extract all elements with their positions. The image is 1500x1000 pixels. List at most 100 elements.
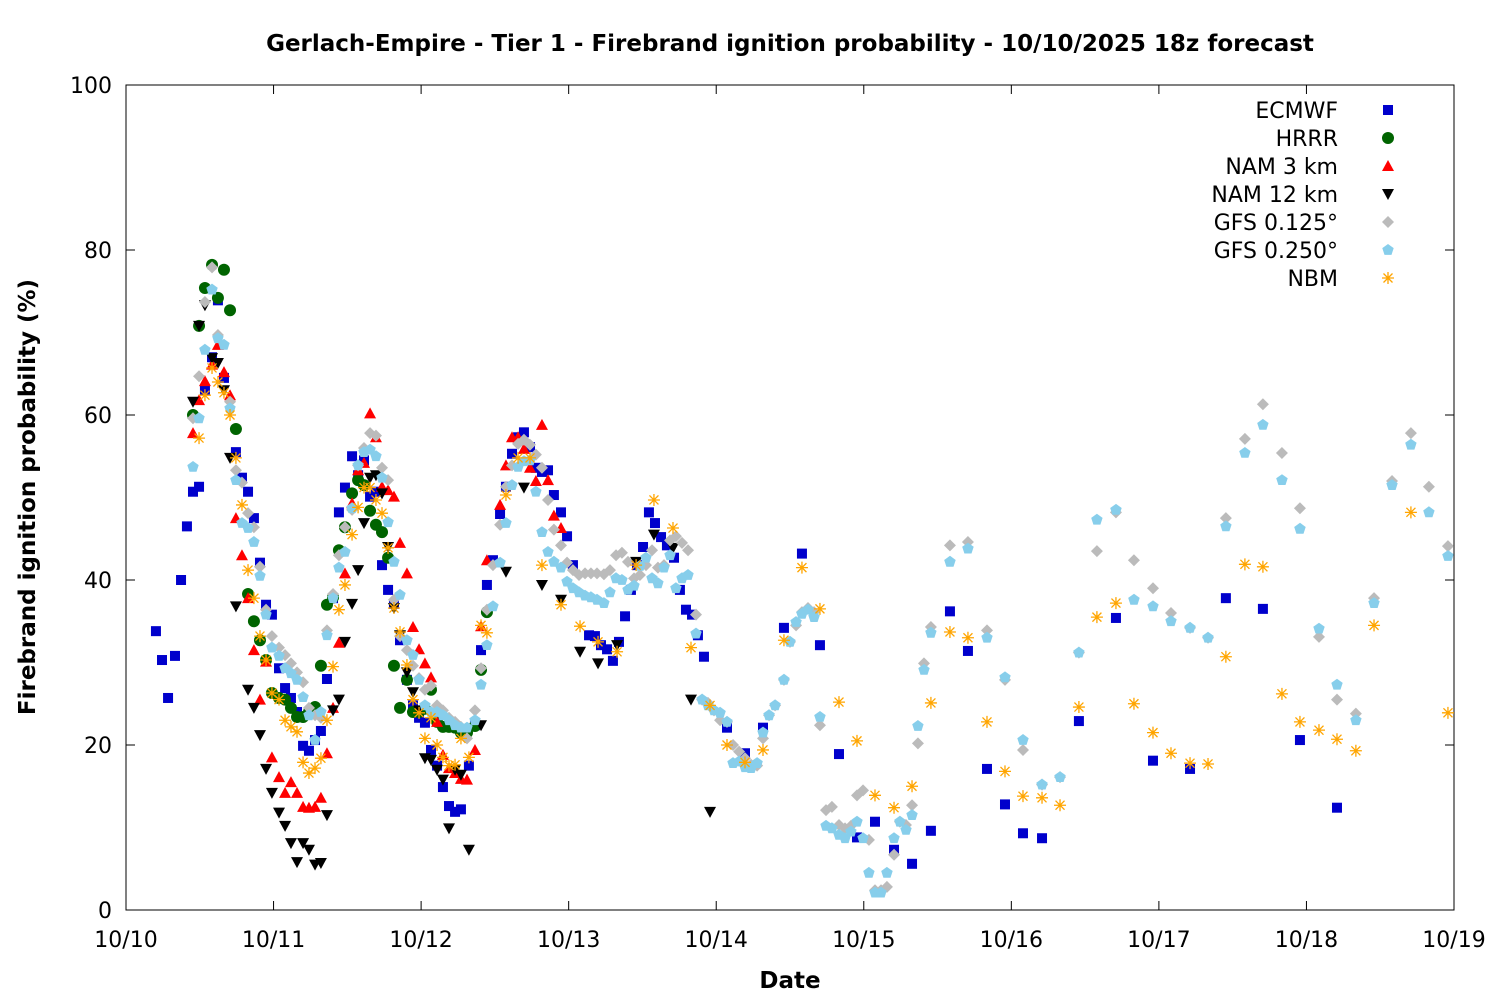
data-point [814,640,825,651]
data-point [1202,757,1215,770]
data-point [1110,612,1121,623]
data-point [425,744,436,755]
data-point [1256,560,1269,573]
data-point [1054,799,1067,812]
data-point [253,693,266,705]
data-point [462,844,475,856]
series-hrrr [186,258,493,739]
data-point [400,567,413,579]
data-point [524,451,537,464]
data-point [647,493,660,506]
data-point [265,630,278,643]
data-point [1110,503,1122,515]
data-point [924,696,937,709]
data-point [303,745,314,756]
data-point [327,660,340,673]
data-point [247,592,260,605]
data-point [690,608,703,621]
data-point [638,542,649,552]
data-point [247,702,260,714]
x-tick-label: 10/12 [389,928,452,953]
data-point [1276,474,1288,485]
data-point [1404,427,1417,440]
data-point [763,709,775,721]
data-point [291,725,304,738]
data-point [602,644,613,655]
data-point [1275,446,1288,459]
data-point [1073,716,1084,727]
data-point [790,616,802,627]
data-point [808,611,820,622]
data-point [684,641,697,654]
data-point [733,745,746,758]
data-point [260,608,272,620]
data-point [813,602,826,615]
data-point [388,555,400,567]
data-point [1127,554,1140,567]
data-point [777,634,790,647]
data-point [266,609,277,620]
data-point [1330,733,1343,746]
data-point [1036,778,1048,790]
data-point [911,737,924,750]
data-point [640,551,652,563]
legend-marker [1382,216,1394,228]
data-point [845,825,857,837]
data-point [714,706,726,718]
data-point [217,386,230,399]
data-point [260,654,273,667]
data-point [999,671,1011,683]
data-point [554,539,567,552]
data-point [500,517,512,528]
data-point [254,569,266,581]
legend: ECMWF HRRR NAM 3 km NAM 12 km GFS 0.125° GFS … [1211,99,1394,292]
data-point [229,601,242,613]
data-point [962,542,974,554]
data-point [309,734,321,745]
legend-label: ECMWF [1255,99,1338,124]
data-point [682,544,695,557]
data-point [628,579,640,591]
data-point [670,582,682,594]
data-point [468,743,481,755]
data-point [454,769,467,781]
data-point [562,531,573,542]
legend-label: HRRR [1276,127,1338,152]
data-point [535,579,548,591]
data-point [217,263,230,276]
data-point [187,486,198,497]
data-point [1184,757,1197,770]
data-point [400,658,413,671]
data-point [495,509,506,519]
data-point [176,575,187,585]
data-point [1037,833,1048,844]
data-point [424,754,437,766]
data-point [584,567,597,580]
legend-marker [1382,272,1394,284]
data-point [863,866,875,878]
series-nbm [193,361,1454,814]
data-point [778,673,790,685]
data-point [369,470,382,482]
data-point [1257,418,1269,430]
data-point [253,560,266,573]
data-point [661,540,672,551]
data-point [463,760,474,771]
data-point [314,791,327,803]
data-point [1441,706,1454,719]
data-point [598,597,610,608]
data-point [332,694,345,706]
data-point [314,659,327,672]
data-point [394,536,407,548]
data-point [1238,558,1251,571]
data-point [193,320,206,332]
data-point [320,810,333,822]
data-point [424,671,437,683]
data-point [413,673,425,685]
data-point [284,776,297,788]
data-point [291,786,304,798]
x-tick-label: 10/19 [1422,928,1485,953]
data-point [1256,398,1269,411]
data-point [352,565,365,577]
data-point [1016,743,1029,756]
